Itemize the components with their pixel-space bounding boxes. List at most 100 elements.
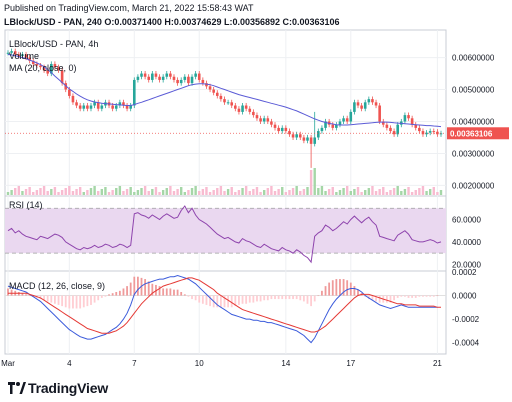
macd-histogram-bar <box>90 295 92 305</box>
rsi-tick-label: 20.0000 <box>452 260 481 269</box>
macd-histogram-bar <box>270 295 273 300</box>
candle <box>129 105 132 109</box>
candle <box>114 105 118 109</box>
macd-histogram-bar <box>97 295 100 301</box>
volume-bar <box>403 189 407 195</box>
macd-histogram-bar <box>151 283 154 296</box>
candle <box>205 83 208 87</box>
macd-histogram-bar <box>43 295 45 301</box>
macd-histogram-bar <box>118 290 121 296</box>
candle <box>86 105 89 109</box>
volume-bar <box>136 190 140 195</box>
macd-histogram-bar <box>436 295 439 297</box>
tradingview-brand: TradingView <box>28 380 109 396</box>
candle <box>298 134 302 138</box>
macd-histogram-bar <box>259 295 262 302</box>
macd-histogram-bar <box>234 295 237 307</box>
candle <box>273 124 277 128</box>
macd-histogram-bar <box>248 295 251 303</box>
volume-bar <box>17 186 21 195</box>
volume-bar <box>50 189 53 195</box>
macd-tick-label: 0.0000 <box>452 292 477 301</box>
candle <box>255 115 259 119</box>
macd-histogram-bar <box>414 295 417 298</box>
candle <box>60 70 64 84</box>
macd-histogram-bar <box>54 295 56 304</box>
macd-histogram-bar <box>295 295 298 300</box>
candle <box>237 108 241 112</box>
macd-histogram-bar <box>263 295 266 301</box>
macd-histogram-bar <box>111 293 114 296</box>
macd-histogram-bar <box>115 292 118 296</box>
macd-histogram-bar <box>339 279 341 296</box>
macd-histogram-bar <box>68 295 71 309</box>
volume-bar <box>436 192 439 195</box>
macd-histogram-bar <box>7 288 9 296</box>
candle <box>172 76 176 80</box>
volume-bar <box>295 186 298 195</box>
volume-bar <box>208 192 212 195</box>
volume-bar <box>230 187 233 195</box>
macd-histogram-bar <box>284 295 287 300</box>
macd-histogram-bar <box>133 276 136 296</box>
volume-bar <box>237 190 241 195</box>
volume-bar <box>71 191 75 195</box>
volume-bar <box>60 190 64 195</box>
volume-bar <box>42 186 46 195</box>
volume-bar <box>349 191 352 195</box>
volume-bar <box>32 192 35 195</box>
macd-histogram-bar <box>194 295 197 301</box>
candle <box>270 121 273 125</box>
candle <box>252 111 255 116</box>
x-tick-label: 10 <box>195 359 204 368</box>
volume-bar <box>78 187 82 195</box>
candle <box>259 118 262 122</box>
volume-bar <box>392 188 396 195</box>
x-tick-label: 21 <box>433 359 442 368</box>
volume-bar <box>147 191 150 195</box>
candle <box>24 54 28 58</box>
volume-bar <box>299 191 302 195</box>
macd-histogram-bar <box>324 286 327 296</box>
macd-histogram-bar <box>306 295 309 304</box>
volume-bar <box>201 189 205 195</box>
volume-bar <box>317 188 320 195</box>
candle <box>356 102 360 106</box>
volume-bar <box>190 188 194 195</box>
volume-bar <box>82 192 85 195</box>
candle <box>169 73 172 77</box>
price-tag-label: 0.00363106 <box>450 129 493 138</box>
candle <box>28 57 31 61</box>
macd-histogram-bar <box>165 288 168 296</box>
candle <box>338 121 342 125</box>
macd-histogram-bar <box>299 295 302 301</box>
candle <box>215 92 219 96</box>
trading-chart[interactable]: Mar 4 7 10 14 17 21 0.00600000 0.00500000 0.00400… <box>0 0 512 374</box>
candle <box>244 105 248 109</box>
volume-bar <box>374 191 378 195</box>
macd-histogram-bar <box>331 280 334 296</box>
macd-histogram-bar <box>411 295 414 298</box>
macd-histogram-bar <box>241 295 244 304</box>
macd-histogram-bar <box>407 295 410 298</box>
candle <box>183 76 187 80</box>
rsi-tick-label: 60.0000 <box>452 215 481 224</box>
volume-bar <box>205 187 208 195</box>
volume-bar <box>309 170 313 195</box>
macd-histogram-bar <box>223 295 226 308</box>
macd-histogram-bar <box>21 293 24 296</box>
candle <box>122 102 125 106</box>
macd-histogram-bar <box>313 295 316 302</box>
volume-bar <box>115 188 118 195</box>
candle <box>31 60 35 64</box>
candle <box>280 127 284 132</box>
volume-bar <box>410 192 414 195</box>
candle <box>410 118 414 125</box>
candle <box>313 137 317 144</box>
tradingview-logo-icon[interactable] <box>8 382 26 394</box>
macd-histogram-bar <box>205 295 208 305</box>
volume-bar <box>161 190 165 195</box>
candle <box>75 102 78 106</box>
volume-bar <box>360 192 363 195</box>
candle <box>136 76 140 80</box>
